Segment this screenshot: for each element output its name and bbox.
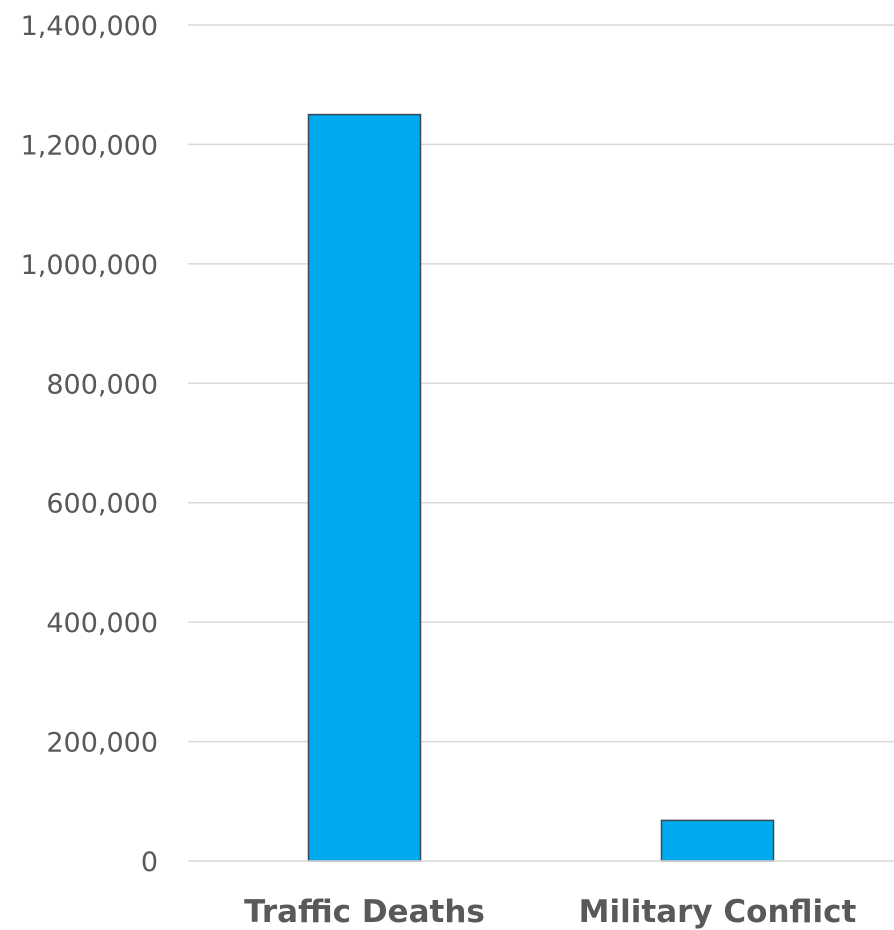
x-category-label: Traffic Deaths xyxy=(244,894,485,930)
y-tick-label: 1,400,000 xyxy=(21,11,158,42)
y-tick-label: 800,000 xyxy=(46,369,158,400)
y-tick-label: 600,000 xyxy=(46,489,158,520)
x-axis-category-labels: Traffic Deaths Military Conflict xyxy=(244,894,856,930)
bar-military-conflict xyxy=(660,819,775,862)
bar-traffic-deaths xyxy=(307,113,422,862)
y-tick-label: 1,200,000 xyxy=(21,130,158,161)
y-tick-label: 200,000 xyxy=(46,728,158,759)
gridlines xyxy=(188,24,894,743)
y-axis-tick-labels: 0 200,000 400,000 600,000 800,000 1,000,000 1,… xyxy=(21,11,158,878)
y-tick-label: 0 xyxy=(141,847,158,878)
x-category-label: Military Conflict xyxy=(579,894,857,930)
bars xyxy=(307,113,775,862)
y-tick-label: 400,000 xyxy=(46,608,158,639)
y-tick-label: 1,000,000 xyxy=(21,250,158,281)
